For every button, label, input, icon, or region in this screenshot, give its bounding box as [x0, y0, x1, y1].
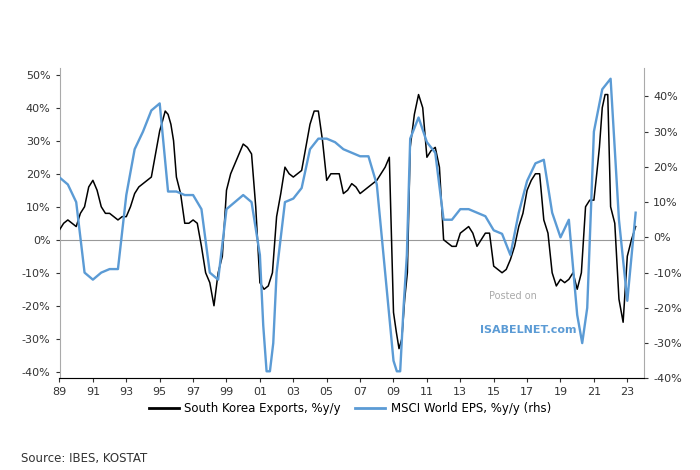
Legend: South Korea Exports, %y/y, MSCI World EPS, %y/y (rhs): South Korea Exports, %y/y, MSCI World EP… — [144, 397, 556, 419]
Text: Posted on: Posted on — [489, 291, 537, 301]
Text: Source: IBES, KOSTAT: Source: IBES, KOSTAT — [21, 452, 147, 465]
Text: ISABELNET.com: ISABELNET.com — [480, 325, 577, 335]
Text: Korean exports vs global earnings: Korean exports vs global earnings — [10, 22, 414, 42]
